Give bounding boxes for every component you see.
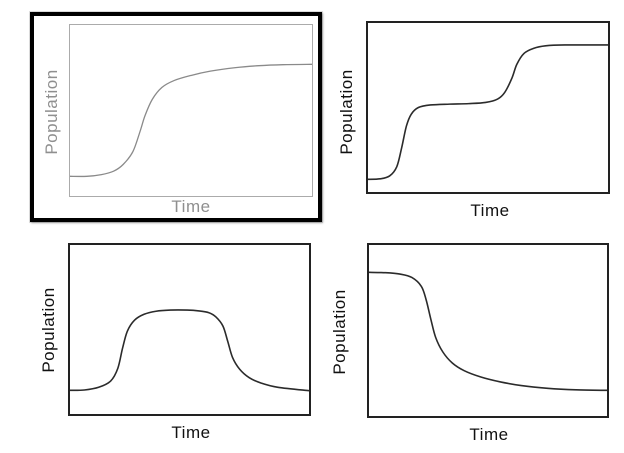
- x-axis-label: Time: [171, 197, 211, 216]
- x-axis-label: Time: [171, 423, 211, 442]
- plot-area-population-decline: [367, 243, 609, 418]
- chart-option-logistic-growth[interactable]: Population Time: [30, 12, 322, 222]
- population-curve: [369, 245, 607, 416]
- population-curve: [368, 23, 608, 192]
- x-axis-label: Time: [470, 201, 510, 220]
- y-axis-label: Population: [42, 69, 61, 155]
- x-axis-label: Time: [469, 425, 509, 444]
- y-axis-label: Population: [39, 287, 58, 373]
- chart-option-boom-and-bust[interactable]: Population Time: [28, 238, 322, 451]
- chart-option-population-decline[interactable]: Population Time: [330, 238, 624, 453]
- chart-option-stepwise-growth[interactable]: Population Time: [330, 8, 624, 230]
- population-curve: [70, 245, 309, 414]
- plot-area-boom-and-bust: [68, 243, 311, 416]
- y-axis-label: Population: [330, 289, 349, 375]
- plot-area-stepwise-growth: [366, 21, 610, 194]
- plot-area-logistic-growth: [69, 24, 313, 197]
- y-axis-label: Population: [337, 69, 356, 155]
- population-curve: [70, 25, 312, 196]
